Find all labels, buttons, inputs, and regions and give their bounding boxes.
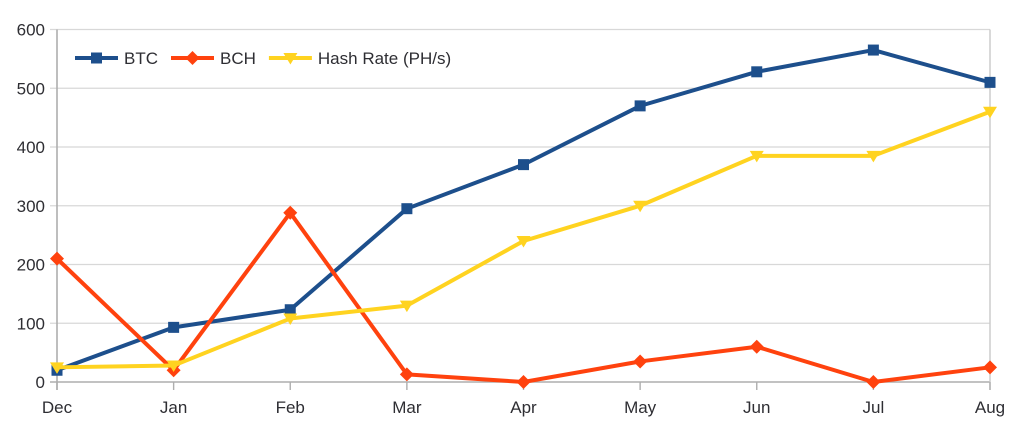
series-marker-btc [518,159,529,171]
series-marker-hash-rate-ph-s [633,200,648,213]
series-marker-hash-rate-ph-s [516,236,531,248]
legend-item-btc: BTC [75,49,158,68]
series-marker-hash-rate-ph-s [399,300,414,313]
y-tick-label: 300 [17,197,45,216]
series-marker-bch [983,360,997,375]
y-tick-label: 100 [17,314,45,333]
x-tick-label: Jan [160,398,187,417]
series-marker-btc [401,203,413,215]
x-tick-label: Apr [510,398,537,417]
series-marker-btc [984,76,996,88]
x-tick-label: Feb [276,398,305,417]
x-tick-label: May [624,398,657,417]
legend-label-hash-rate-ph-s: Hash Rate (PH/s) [318,49,451,68]
series-marker-bch [283,205,298,220]
legend-item-bch: BCH [171,49,256,68]
legend-label-btc: BTC [124,49,158,68]
series-line-btc [55,48,992,373]
series-marker-btc [867,44,879,56]
legend-label-bch: BCH [220,49,256,68]
x-tick-label: Jul [863,398,885,417]
series-marker-hash-rate-ph-s [749,150,764,163]
series-marker-hash-rate-ph-s [166,360,181,373]
x-tick-label: Mar [392,398,422,417]
series-bch [50,205,997,389]
y-tick-label: 400 [17,138,45,157]
legend-marker-hash-rate-ph-s-icon [283,53,298,65]
x-tick-label: Jun [743,398,770,417]
x-tick-label: Dec [42,398,73,417]
series-marker-bch [866,375,881,389]
series-marker-bch [633,354,648,369]
series-marker-btc [168,321,180,333]
series-marker-btc [284,304,296,316]
legend: BTC BCH Hash Rate (PH/s) [75,49,451,68]
legend-marker-bch-icon [185,51,200,65]
series-marker-hash-rate-ph-s [983,106,997,119]
series-marker-hash-rate-ph-s [866,150,881,163]
y-axis-labels: 0 100 200 300 400 500 600 [17,21,45,393]
series-btc [51,44,996,376]
series-marker-bch [399,367,414,382]
series-marker-bch [749,339,764,354]
y-tick-label: 500 [17,79,45,98]
series-marker-btc [634,100,646,112]
gridlines [50,28,990,383]
series-marker-hash-rate-ph-s [50,362,64,374]
series-marker-hash-rate-ph-s [283,313,298,326]
legend-item-hash-rate-ph-s: Hash Rate (PH/s) [268,49,451,68]
series-marker-bch [50,251,64,266]
x-tick-label: Aug [975,398,1005,417]
y-tick-label: 0 [36,373,45,392]
y-tick-label: 200 [17,256,45,275]
legend-marker-btc-icon [91,52,102,64]
series-hash-rate-ph-s [50,106,997,374]
series-marker-btc [751,66,763,78]
series-marker-bch [516,375,531,389]
x-axis-labels: Dec Jan Feb Mar Apr May Jun Jul Aug [42,398,1005,417]
y-tick-label: 600 [17,21,45,40]
